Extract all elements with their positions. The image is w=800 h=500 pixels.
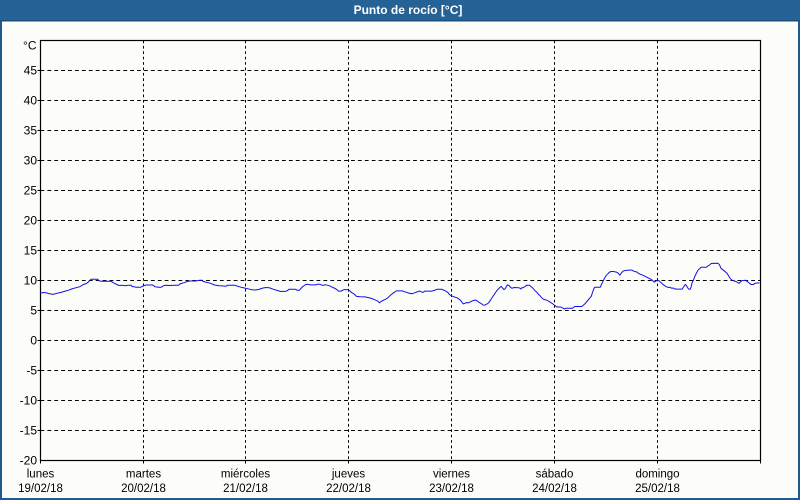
svg-text:25/02/18: 25/02/18 (635, 483, 680, 495)
svg-text:5: 5 (30, 304, 37, 318)
svg-text:0: 0 (30, 334, 37, 348)
svg-text:20/02/18: 20/02/18 (121, 483, 166, 495)
svg-text:21/02/18: 21/02/18 (223, 483, 268, 495)
svg-text:35: 35 (24, 124, 38, 138)
svg-text:°C: °C (23, 39, 37, 53)
svg-text:23/02/18: 23/02/18 (429, 483, 474, 495)
svg-text:-20: -20 (20, 454, 38, 468)
svg-text:19/02/18: 19/02/18 (18, 483, 63, 495)
svg-text:sábado: sábado (536, 469, 574, 481)
svg-text:45: 45 (24, 64, 38, 78)
svg-text:martes: martes (126, 469, 161, 481)
svg-text:-5: -5 (26, 364, 37, 378)
svg-text:10: 10 (24, 274, 38, 288)
svg-text:viernes: viernes (433, 469, 470, 481)
svg-text:lunes: lunes (27, 469, 55, 481)
svg-text:-15: -15 (20, 424, 38, 438)
svg-text:24/02/18: 24/02/18 (532, 483, 577, 495)
svg-text:20: 20 (24, 214, 38, 228)
svg-text:domingo: domingo (635, 469, 679, 481)
svg-text:22/02/18: 22/02/18 (326, 483, 371, 495)
svg-text:25: 25 (24, 184, 38, 198)
svg-text:jueves: jueves (331, 469, 365, 481)
svg-text:miércoles: miércoles (221, 469, 270, 481)
svg-text:-10: -10 (20, 394, 38, 408)
svg-text:30: 30 (24, 154, 38, 168)
svg-text:15: 15 (24, 244, 38, 258)
svg-text:40: 40 (24, 94, 38, 108)
